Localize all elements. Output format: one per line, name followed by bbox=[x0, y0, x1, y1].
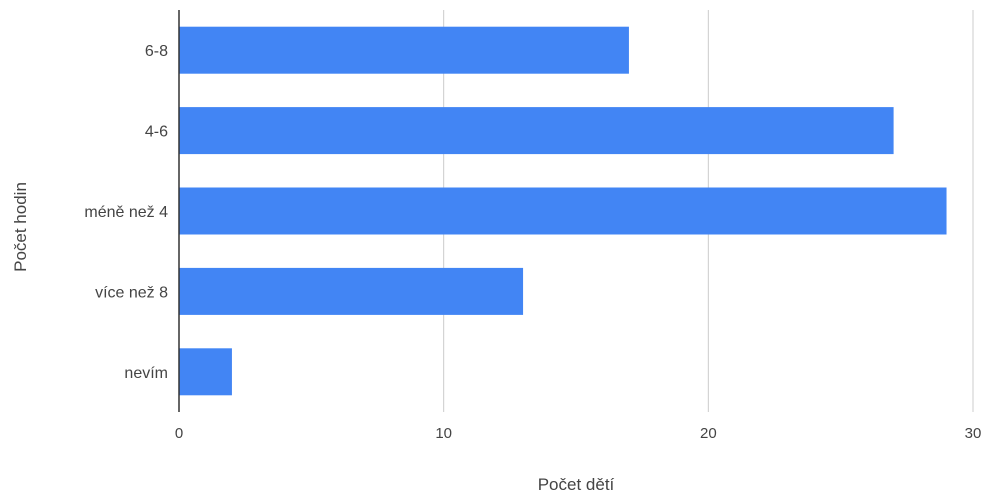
category-label: více než 8 bbox=[95, 284, 168, 301]
labels: 0 10 20 30 6-8 4-6 méně než 4 více než 8 nevím bbox=[84, 43, 981, 442]
x-axis-title: Počet dětí bbox=[538, 475, 615, 492]
bar bbox=[179, 348, 232, 396]
bar bbox=[179, 187, 947, 235]
x-tick-label: 10 bbox=[435, 425, 452, 442]
category-label: méně než 4 bbox=[84, 204, 168, 221]
x-tick-label: 30 bbox=[965, 425, 982, 442]
bars bbox=[179, 26, 947, 396]
y-axis-title: Počet hodin bbox=[11, 182, 30, 272]
x-tick-label: 0 bbox=[175, 425, 183, 442]
category-label: 4-6 bbox=[145, 124, 168, 141]
x-tick-label: 20 bbox=[700, 425, 717, 442]
bar bbox=[179, 267, 524, 315]
bar bbox=[179, 107, 894, 155]
category-label: nevím bbox=[124, 365, 168, 382]
category-label: 6-8 bbox=[145, 43, 168, 60]
bar bbox=[179, 26, 629, 74]
